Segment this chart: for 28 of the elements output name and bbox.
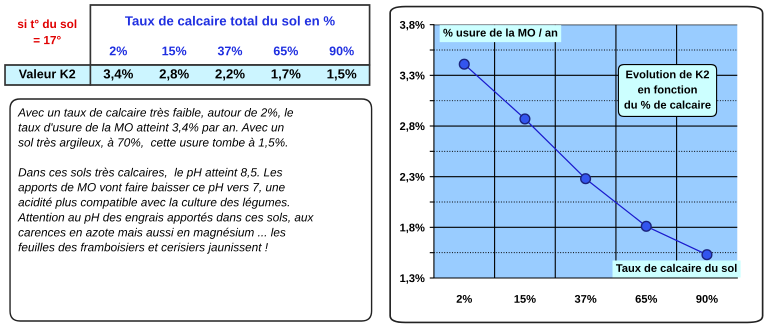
x-tick-label: 2%: [456, 294, 472, 303]
y-axis-title: % usure de la MO / an: [443, 28, 558, 37]
x-tick-label: 90%: [696, 294, 718, 303]
text: 1,5%: [327, 69, 356, 80]
x-tick-label: 65%: [636, 294, 658, 303]
y-tick-label: 3,3%: [400, 72, 425, 82]
text: 2,2%: [215, 69, 245, 80]
y-tick-label: 2,8%: [400, 122, 425, 132]
category-label: 2%: [110, 46, 128, 56]
text: 2,8%: [160, 69, 189, 80]
y-tick-label: 3,8%: [400, 20, 425, 30]
x-tick-label: 37%: [574, 294, 596, 303]
text: Avec un taux de calcaire très faible, autour de 2%, le taux d'usure de la MO atteint 3,4% par an. Avec un sol très argileux, à 70%, cette usure tombe à 1,5%. Dans ces sols très calcaires, le pH atteint 8,5. Les apports de MO vont faire baisser ce pH vers 7, une acidité plus compatible avec la culture des légumes. Attention au pH des engrais apportés dans ces sols, aux carences en azote mais aussi en magnésium ... les feuilles des framboisiers et cerisiers jaunissent !: [17, 108, 314, 254]
text: 3,4%: [104, 69, 133, 80]
text: 1,7%: [272, 69, 301, 80]
text: Taux de calcaire total du sol en %: [125, 16, 335, 26]
x-axis-title: Taux de calcaire du sol: [616, 264, 737, 272]
category-label: 65%: [274, 46, 298, 56]
category-label: 90%: [330, 46, 354, 56]
text: Evolution de K2 en fonction du % de calcaire: [624, 70, 711, 109]
text: si t° du sol = 17°: [18, 19, 76, 44]
y-tick-label: 1,3%: [400, 274, 425, 284]
category-label: 37%: [218, 46, 242, 56]
x-tick-label: 15%: [514, 294, 536, 303]
y-tick-label: 2,3%: [400, 172, 425, 182]
y-tick-label: 1,8%: [400, 224, 425, 234]
category-label: 15%: [162, 46, 186, 56]
text: Valeur K2: [18, 69, 76, 78]
